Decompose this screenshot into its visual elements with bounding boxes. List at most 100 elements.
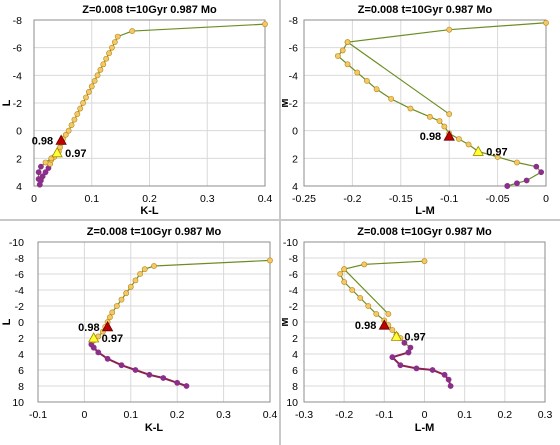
x-tick-label: 0.2 xyxy=(170,409,185,421)
data-point xyxy=(339,47,346,54)
y-tick-label: -4 xyxy=(13,70,22,82)
data-point xyxy=(397,362,404,369)
data-point xyxy=(94,72,101,79)
marker-0.97 xyxy=(390,330,403,341)
marker-0.97 xyxy=(472,145,484,156)
x-tick-label: 0 xyxy=(31,193,37,205)
annotation-label: 0.97 xyxy=(486,146,507,158)
data-point xyxy=(441,371,448,378)
x-axis-title: L-M xyxy=(415,422,435,434)
data-point xyxy=(441,123,448,130)
data-point xyxy=(42,169,49,176)
data-point xyxy=(100,61,107,68)
y-tick-label: 2 xyxy=(292,333,298,345)
x-axis-title: L-M xyxy=(415,205,435,217)
series-line xyxy=(39,23,266,185)
data-point xyxy=(533,163,540,170)
marker-0.98 xyxy=(101,320,114,332)
x-tick-label: -0.15 xyxy=(389,193,413,205)
data-point xyxy=(85,89,92,95)
series-line xyxy=(343,268,389,315)
x-axis-title: K-L xyxy=(140,205,159,217)
y-tick-label: 4 xyxy=(292,181,298,193)
x-tick-label: -0.1 xyxy=(29,409,47,421)
y-tick-label: -8 xyxy=(289,253,298,265)
series-line xyxy=(92,346,187,387)
y-tick-label: -8 xyxy=(289,15,298,27)
y-tick-label: 0 xyxy=(292,317,298,329)
data-point xyxy=(35,176,42,182)
annotation-label: 0.97 xyxy=(65,148,86,160)
y-axis-title: M xyxy=(282,317,291,326)
data-point xyxy=(447,383,454,389)
y-tick-label: 10 xyxy=(286,397,298,409)
data-point xyxy=(262,21,268,28)
plot-frame xyxy=(33,19,266,187)
x-tick-label: 0.1 xyxy=(84,193,99,205)
chart-panel-bottom-left: Z=0.008 t=10Gyr 0.987 Mo -10 -8 -6 -4 -2 0 2 4 6 8… xyxy=(0,222,278,445)
data-point xyxy=(174,379,181,386)
y-tick-label: -2 xyxy=(13,98,22,110)
y-tick-label: -6 xyxy=(13,43,22,55)
x-tick-label: -0.2 xyxy=(335,409,353,421)
data-point xyxy=(42,159,49,166)
data-point xyxy=(341,279,348,285)
data-point xyxy=(146,371,153,378)
data-point xyxy=(494,154,501,160)
y-tick-label: 0 xyxy=(292,126,298,138)
x-tick-label: 0.3 xyxy=(200,193,215,205)
horizontal-divider xyxy=(0,219,560,221)
data-point xyxy=(357,295,364,301)
data-point xyxy=(77,105,84,112)
chart-bottom-right: Z=0.008 t=10Gyr 0.987 Mo -10 -8 -6 -4 -2 0 2 4 6 8… xyxy=(282,226,553,434)
x-tick-label: 0.1 xyxy=(123,409,138,421)
data-point xyxy=(341,266,348,273)
x-tick-label: 0.2 xyxy=(142,193,157,205)
x-tick-label: 0.3 xyxy=(538,409,553,421)
data-point xyxy=(365,303,372,309)
data-point xyxy=(137,271,143,277)
data-point xyxy=(129,28,136,34)
x-tick-label: -0.3 xyxy=(295,409,313,421)
y-axis-title: L xyxy=(1,99,13,106)
data-point xyxy=(337,271,344,277)
data-point xyxy=(80,100,86,106)
annotation-label: 0.98 xyxy=(420,131,441,143)
data-point xyxy=(429,367,436,373)
data-point xyxy=(95,349,102,356)
annotation-label: 0.98 xyxy=(32,135,53,147)
y-tick-label: -2 xyxy=(289,301,298,313)
x-tick-label: 0.3 xyxy=(216,409,231,421)
y-axis-title: M xyxy=(282,98,291,107)
chart-title: Z=0.008 t=10Gyr 0.987 Mo xyxy=(358,4,493,16)
data-point xyxy=(523,177,530,184)
y-tick-label: -6 xyxy=(289,43,298,55)
data-point xyxy=(446,111,453,117)
data-point xyxy=(65,127,72,134)
data-point xyxy=(385,311,392,317)
data-point xyxy=(344,39,351,46)
x-tick-label: -0.25 xyxy=(292,193,316,205)
y-tick-label: 6 xyxy=(292,365,298,377)
data-point xyxy=(141,266,148,273)
y-tick-label: 8 xyxy=(18,381,24,393)
data-point xyxy=(83,94,89,101)
y-tick-label: -6 xyxy=(15,269,24,281)
chart-panel-bottom-right: Z=0.008 t=10Gyr 0.987 Mo -10 -8 -6 -4 -2 0 2 4 6 8… xyxy=(282,222,560,445)
series-line xyxy=(390,351,452,387)
data-point xyxy=(74,111,81,117)
data-point xyxy=(389,327,396,333)
data-point xyxy=(354,69,361,76)
y-tick-label: 0 xyxy=(16,126,22,138)
x-axis-title: K-L xyxy=(145,422,164,434)
data-point xyxy=(388,95,395,102)
data-point xyxy=(123,290,130,297)
y-tick-label: -8 xyxy=(13,15,22,27)
data-point xyxy=(107,314,113,321)
data-point xyxy=(407,105,414,112)
annotation-label: 0.97 xyxy=(404,331,425,343)
annotation-label: 0.98 xyxy=(355,320,376,332)
data-point xyxy=(361,261,368,268)
data-point xyxy=(38,163,44,170)
data-point xyxy=(445,376,452,383)
